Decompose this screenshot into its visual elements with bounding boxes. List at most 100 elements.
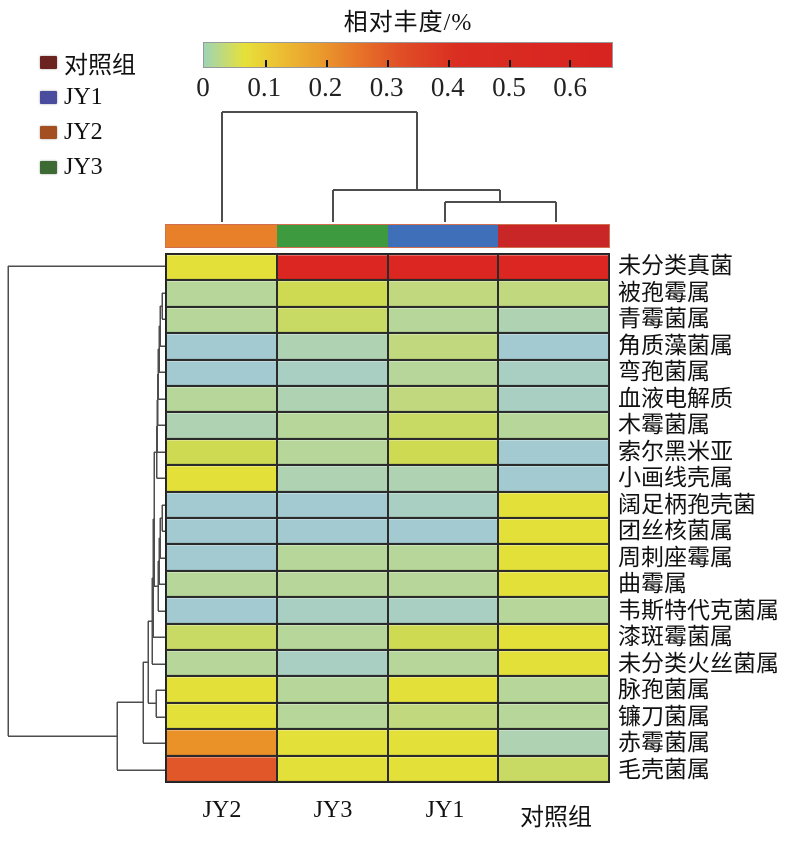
row-label: 团丝核菌属: [618, 518, 733, 544]
legend-item: JY2: [40, 119, 103, 145]
heatmap-cell: [166, 280, 277, 307]
row-label: 小画线壳属: [618, 465, 733, 491]
legend-item: 对照组: [40, 50, 136, 79]
heatmap-cell: [276, 254, 388, 281]
heatmap-cell: [498, 465, 609, 492]
row-label: 周刺座霉属: [618, 544, 733, 570]
row-label: 脉孢菌属: [618, 677, 710, 703]
heatmap-cell: [166, 702, 277, 730]
heatmap-cell: [387, 465, 499, 492]
heatmap-cell: [387, 359, 499, 386]
heatmap-cell: [276, 465, 388, 492]
heatmap-cell: [498, 412, 609, 439]
heatmap-cell: [387, 254, 499, 281]
colorbar-tick-label: 0.6: [553, 72, 588, 102]
heatmap-cell: [387, 412, 499, 439]
heatmap-cell: [166, 412, 277, 439]
heatmap-cell: [387, 385, 499, 413]
colorbar-tick-label: 0.5: [492, 72, 526, 102]
heatmap-cell: [276, 438, 388, 466]
row-label: 木霉菌属: [618, 412, 710, 438]
heatmap-cell: [387, 729, 499, 756]
heatmap-cell: [498, 333, 609, 360]
heatmap-cell: [498, 280, 609, 307]
heatmap-grid: [165, 253, 610, 783]
heatmap-cell: [498, 544, 609, 571]
row-label: 未分类真菌: [618, 253, 733, 279]
heatmap-cell: [276, 491, 388, 518]
x-axis-label: 对照组: [520, 805, 592, 831]
heatmap-cell: [276, 755, 388, 782]
column-group-strip-segment-JY2: [166, 225, 277, 247]
legend-item: JY3: [40, 154, 103, 180]
heatmap-cell: [166, 676, 277, 703]
row-label: 被孢霉属: [618, 279, 710, 305]
heatmap-cell: [276, 359, 388, 386]
heatmap-cell: [166, 649, 277, 677]
heatmap-cell: [387, 597, 499, 624]
heatmap-cell: [387, 755, 499, 782]
colorbar-tick-mark: [569, 60, 572, 67]
heatmap-cell: [498, 729, 609, 756]
x-axis-label: JY2: [202, 797, 242, 823]
heatmap-cell: [387, 544, 499, 571]
heatmap-cell: [276, 623, 388, 650]
heatmap-cell: [498, 359, 609, 386]
heatmap-cell: [166, 254, 277, 281]
heatmap-cell: [387, 491, 499, 518]
heatmap-cell: [498, 254, 609, 281]
colorbar-tick-mark: [264, 60, 267, 67]
colorbar-tick-label: 0.4: [430, 72, 465, 102]
heatmap-cell: [166, 570, 277, 598]
heatmap-cell: [498, 649, 609, 677]
row-label: 漆斑霉菌属: [618, 624, 733, 650]
heatmap-cell: [387, 649, 499, 677]
heatmap-cell: [166, 491, 277, 518]
heatmap-cell: [276, 676, 388, 703]
heatmap-cell: [498, 755, 609, 782]
row-label: 镰刀菌属: [618, 703, 710, 729]
column-group-strip-segment-对照组: [498, 225, 609, 247]
colorbar-tick-label: 0.2: [308, 72, 343, 102]
colorbar-tick-label: 0.1: [247, 72, 282, 102]
heatmap-cell: [387, 623, 499, 650]
heatmap-cell: [498, 491, 609, 518]
colorbar-tick-label: 0: [196, 72, 210, 102]
colorbar-tick-mark: [447, 60, 450, 67]
heatmap-cell: [166, 517, 277, 545]
heatmap-cell: [276, 306, 388, 334]
heatmap-cell: [387, 676, 499, 703]
heatmap-cell: [498, 597, 609, 624]
heatmap-cell: [498, 623, 609, 650]
x-axis-label: JY3: [313, 797, 353, 823]
heatmap-cell: [276, 412, 388, 439]
heatmap-cell: [498, 676, 609, 703]
heatmap-cell: [387, 333, 499, 360]
heatmap-cell: [276, 385, 388, 413]
row-label: 赤霉菌属: [618, 730, 710, 756]
row-label: 索尔黑米亚: [618, 438, 733, 464]
heatmap-cell: [276, 597, 388, 624]
row-label: 青霉菌属: [618, 306, 710, 332]
row-label: 曲霉属: [618, 571, 687, 597]
row-label: 未分类火丝菌属: [618, 650, 779, 676]
colorbar-title: 相对丰度/%: [343, 10, 473, 36]
row-label: 毛壳菌属: [618, 756, 710, 782]
row-label: 角质藻菌属: [618, 332, 733, 358]
heatmap-cell: [276, 544, 388, 571]
heatmap-cell: [498, 517, 609, 545]
heatmap-cell: [166, 333, 277, 360]
column-group-strip-segment-JY1: [387, 225, 499, 247]
legend-label: JY1: [64, 83, 103, 110]
row-label: 韦斯特代克菌属: [618, 597, 779, 623]
colorbar-tick-mark: [508, 60, 511, 67]
colorbar-tick-label: 0.3: [369, 72, 404, 102]
colorbar-tick-mark: [386, 60, 389, 67]
row-label: 弯孢菌属: [618, 359, 710, 385]
legend-swatch: [40, 125, 57, 139]
heatmap-cell: [166, 597, 277, 624]
legend-swatch: [40, 90, 57, 104]
heatmap-cell: [387, 702, 499, 730]
heatmap-cell: [387, 570, 499, 598]
